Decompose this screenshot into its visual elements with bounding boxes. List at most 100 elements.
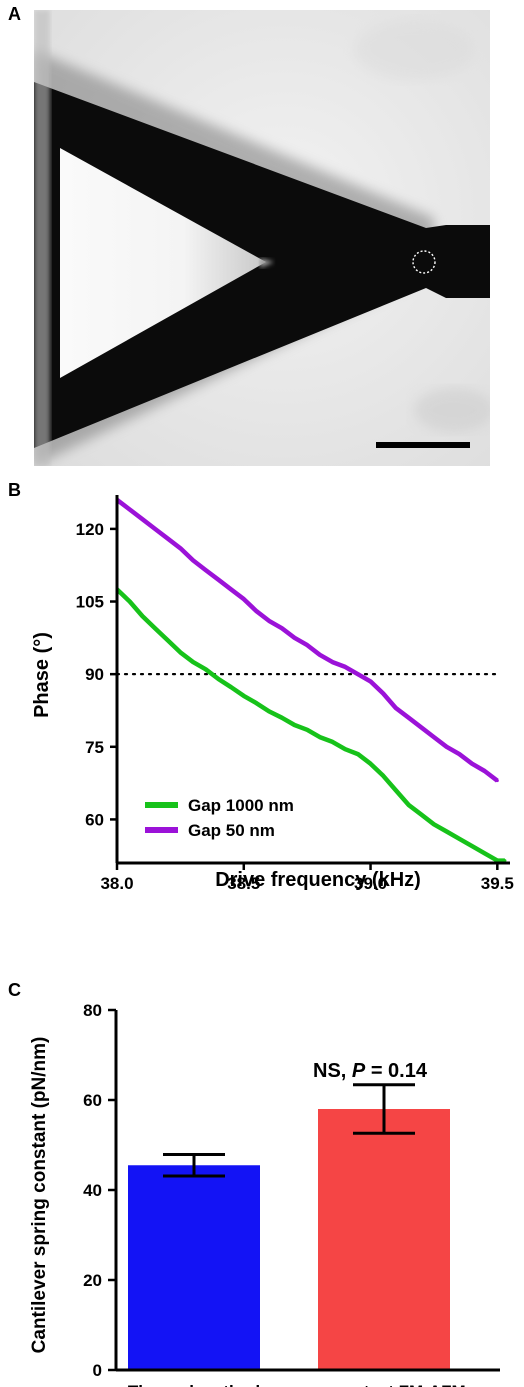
x-axis-label: Drive frequency (kHz) (215, 869, 421, 891)
data-point (128, 508, 132, 512)
data-point (166, 638, 170, 642)
y-tick-label: 75 (85, 738, 104, 757)
data-point (204, 667, 208, 671)
data-point (432, 822, 436, 826)
data-point (495, 779, 499, 783)
data-point (394, 788, 398, 792)
x-category-label: Thermal method (128, 1382, 260, 1387)
background-spot (414, 388, 490, 432)
data-point (128, 600, 132, 604)
data-point (229, 685, 233, 689)
data-point (419, 813, 423, 817)
significance-annotation: NS, P = 0.14 (313, 1060, 428, 1082)
data-point (318, 653, 322, 657)
data-point (305, 728, 309, 732)
data-point (331, 660, 335, 664)
x-tick-label: 38.0 (100, 874, 133, 893)
data-point (254, 609, 258, 613)
data-point (503, 859, 507, 863)
data-point (254, 701, 258, 705)
data-point (394, 706, 398, 710)
data-point (292, 723, 296, 727)
data-point (369, 679, 373, 683)
data-point (191, 660, 195, 664)
data-point (166, 537, 170, 541)
data-point (381, 692, 385, 696)
data-point (191, 558, 195, 562)
data-point (280, 626, 284, 630)
window-edge-glow (260, 258, 274, 268)
y-tick-label: 120 (76, 520, 104, 539)
x-tick-label: 39.0 (354, 874, 387, 893)
legend-label: Gap 50 nm (188, 821, 275, 840)
y-axis-label: Cantilever spring constant (pN/nm) (29, 1037, 50, 1354)
data-point (178, 546, 182, 550)
data-point (483, 851, 487, 855)
bar-fm-afm (318, 1109, 450, 1370)
series-line-gap-1000nm (115, 587, 505, 863)
data-point (343, 747, 347, 751)
series-line-gap-50nm (115, 498, 499, 783)
data-point (483, 769, 487, 773)
data-point (343, 665, 347, 669)
data-point (407, 716, 411, 720)
y-tick-label: 20 (83, 1271, 102, 1290)
y-tick-label: 60 (83, 1091, 102, 1110)
data-point (445, 830, 449, 834)
panel-c-label: C (8, 980, 21, 1000)
data-point (457, 752, 461, 756)
data-point (305, 643, 309, 647)
data-point (229, 587, 233, 591)
x-category-label: noncontact FM-AFM (302, 1382, 465, 1387)
data-point (153, 626, 157, 630)
data-point (318, 735, 322, 739)
legend-label: Gap 1000 nm (188, 796, 294, 815)
data-point (445, 745, 449, 749)
cantilever-window (60, 148, 266, 378)
data-point (356, 752, 360, 756)
data-point (280, 716, 284, 720)
data-point (495, 859, 499, 863)
y-tick-label: 105 (76, 593, 104, 612)
y-tick-label: 80 (83, 1001, 102, 1020)
x-tick-label: 39.5 (481, 874, 514, 893)
y-tick-label: 0 (93, 1361, 102, 1380)
data-point (432, 735, 436, 739)
data-point (267, 619, 271, 623)
y-tick-label: 60 (85, 810, 104, 829)
data-point (216, 578, 220, 582)
data-point (292, 636, 296, 640)
data-point (153, 527, 157, 531)
panel-a-label: A (8, 4, 21, 24)
data-point (242, 597, 246, 601)
panel-b-label: B (8, 480, 21, 500)
data-point (470, 844, 474, 848)
spring-constant-chart: Thermal method noncontact FM-AFM 0 20 40 60 8… (29, 1001, 500, 1387)
background-spot (354, 20, 474, 80)
bar-thermal-method (128, 1165, 260, 1370)
data-point (407, 803, 411, 807)
data-point (242, 694, 246, 698)
y-tick-label: 90 (85, 665, 104, 684)
data-point (419, 725, 423, 729)
data-point (178, 650, 182, 654)
left-edge-glow (34, 10, 50, 466)
data-point (356, 672, 360, 676)
data-point (204, 568, 208, 572)
data-point (369, 762, 373, 766)
phase-chart: 60 75 90 105 120 38.0 38.5 39.0 39.5 Gap 1000 nm… (31, 495, 514, 893)
data-point (216, 677, 220, 681)
x-tick-label: 38.5 (227, 874, 260, 893)
laser-spot-marker (412, 250, 436, 274)
data-point (267, 709, 271, 713)
data-point (140, 614, 144, 618)
cantilever-micrograph (34, 10, 490, 466)
data-point (381, 774, 385, 778)
data-point (140, 517, 144, 521)
data-point (331, 740, 335, 744)
data-point (457, 837, 461, 841)
scale-bar (376, 442, 470, 448)
data-point (470, 762, 474, 766)
y-tick-label: 40 (83, 1181, 102, 1200)
y-axis-label: Phase (°) (31, 632, 53, 718)
